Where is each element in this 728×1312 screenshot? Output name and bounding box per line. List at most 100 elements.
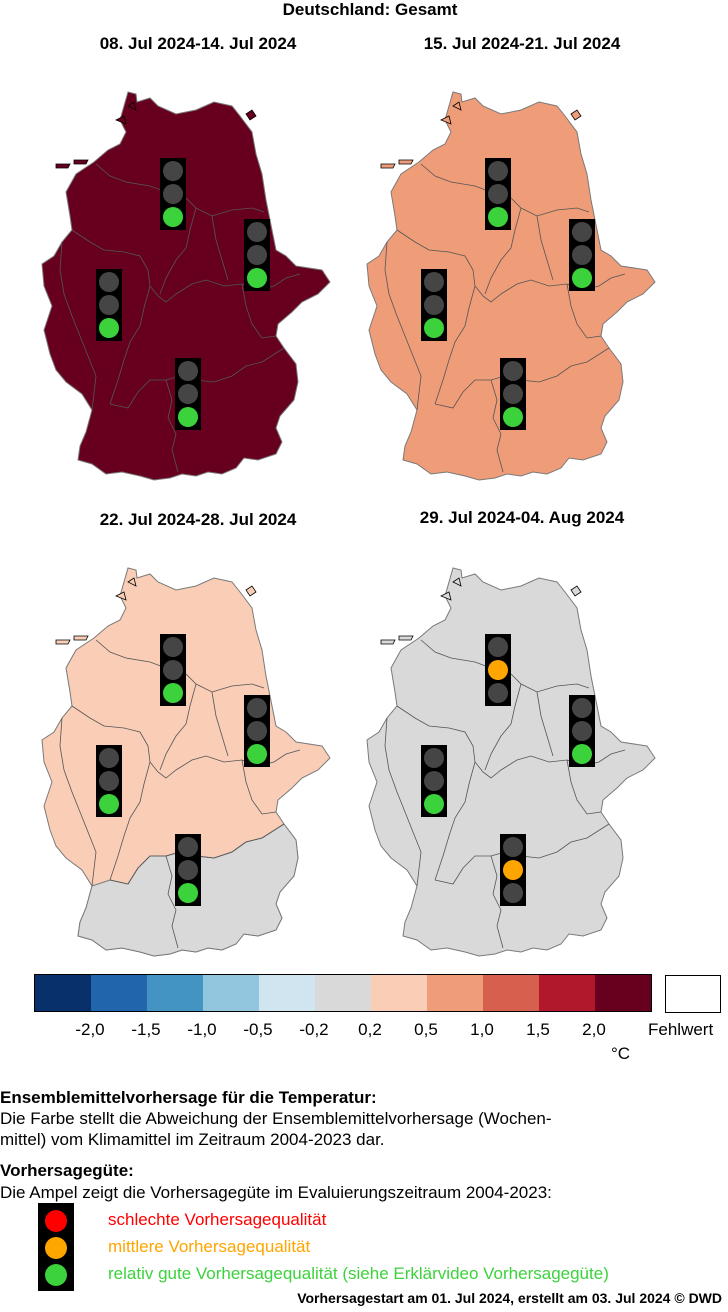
map-germany-panel-4 (366, 567, 656, 957)
traffic-light-icon (175, 358, 201, 430)
traffic-light-icon (244, 695, 270, 767)
legend-red-light-icon (45, 1210, 67, 1232)
colorbar-tick: 0,2 (358, 1020, 382, 1039)
traffic-light-icon (569, 219, 595, 291)
traffic-light-lamp (424, 295, 444, 315)
region-border (490, 379, 504, 473)
island (570, 109, 582, 121)
colorbar-tick: -0,5 (243, 1020, 273, 1039)
traffic-light-lamp (503, 407, 523, 427)
island (115, 115, 127, 125)
traffic-light-lamp (163, 660, 183, 680)
traffic-light-icon (485, 158, 511, 230)
traffic-light-lamp (247, 744, 267, 764)
colorbar-tick: 1,0 (470, 1020, 494, 1039)
traffic-light-lamp (503, 384, 523, 404)
traffic-light-icon (160, 634, 186, 706)
colorbar-cell (539, 975, 595, 1011)
traffic-light-icon (421, 269, 447, 341)
colorbar-tick: 1,5 (526, 1020, 550, 1039)
traffic-light-lamp (99, 295, 119, 315)
island (55, 163, 71, 169)
traffic-light-lamp (178, 883, 198, 903)
traffic-light-lamp (247, 222, 267, 242)
island (245, 109, 257, 121)
region-border (109, 285, 151, 405)
traffic-light-lamp (488, 683, 508, 703)
traffic-light-lamp (503, 860, 523, 880)
region-border (566, 759, 602, 815)
region-border (59, 717, 97, 887)
traffic-light-lamp (99, 771, 119, 791)
traffic-light-lamp (163, 637, 183, 657)
heading-ensemble: Ensemblemittelvorhersage für die Tempera… (0, 1088, 377, 1107)
traffic-light-lamp (503, 361, 523, 381)
traffic-light-lamp (178, 860, 198, 880)
island (398, 159, 414, 165)
traffic-light-lamp (247, 245, 267, 265)
panel-title-3: 22. Jul 2024-28. Jul 2024 (99, 510, 297, 529)
colorbar-cell (259, 975, 315, 1011)
traffic-light-lamp (178, 361, 198, 381)
region-border (165, 855, 179, 949)
region-border (566, 283, 602, 339)
traffic-light-lamp (572, 698, 592, 718)
island (115, 591, 127, 601)
colorbar-cell (315, 975, 371, 1011)
panel-title-1: 08. Jul 2024-14. Jul 2024 (99, 34, 297, 53)
island (440, 591, 452, 601)
colorbar-unit: °C (611, 1044, 631, 1063)
island (398, 635, 414, 641)
region-border (159, 207, 197, 295)
traffic-light-lamp (424, 272, 444, 292)
traffic-light-lamp (572, 268, 592, 288)
colorbar-cell (483, 975, 539, 1011)
traffic-light-lamp (488, 161, 508, 181)
colorbar-tick: -2,0 (75, 1020, 105, 1039)
island (55, 639, 71, 645)
region-border (109, 761, 151, 881)
traffic-light-lamp (163, 207, 183, 227)
region-border (211, 691, 229, 757)
traffic-light-icon (96, 269, 122, 341)
island (380, 163, 396, 169)
traffic-light-lamp (178, 384, 198, 404)
traffic-light-lamp (424, 748, 444, 768)
colorbar-cell (91, 975, 147, 1011)
map-germany-panel-3 (41, 567, 331, 957)
legend-medium-label: mittlere Vorhersagequalität (108, 1237, 311, 1256)
traffic-light-icon (244, 219, 270, 291)
region-border (434, 285, 476, 405)
traffic-light-lamp (572, 721, 592, 741)
colorbar-tick: 2,0 (582, 1020, 606, 1039)
traffic-light-icon (485, 634, 511, 706)
traffic-light-lamp (488, 184, 508, 204)
region-border (434, 761, 476, 881)
traffic-light-lamp (503, 883, 523, 903)
region-border (484, 207, 522, 295)
description-line-3: Die Ampel zeigt die Vorhersagegüte im Ev… (0, 1183, 552, 1202)
traffic-light-lamp (572, 245, 592, 265)
region-border (159, 683, 197, 771)
panel-title-2: 15. Jul 2024-21. Jul 2024 (423, 34, 621, 53)
traffic-light-lamp (247, 268, 267, 288)
germany-outline (366, 91, 656, 481)
traffic-light-icon (500, 358, 526, 430)
colorbar-cell (147, 975, 203, 1011)
region-border (59, 241, 97, 411)
colorbar-tick: 0,5 (414, 1020, 438, 1039)
traffic-light-lamp (99, 318, 119, 338)
island (380, 639, 396, 645)
colorbar (34, 974, 652, 1012)
footer: Vorhersagestart am 01. Jul 2024, erstell… (297, 1290, 722, 1306)
traffic-light-lamp (247, 698, 267, 718)
island (452, 577, 462, 587)
region-border (536, 691, 554, 757)
traffic-light-icon (569, 695, 595, 767)
traffic-light-lamp (99, 748, 119, 768)
traffic-light-lamp (572, 222, 592, 242)
panel-title-4: 29. Jul 2024-04. Aug 2024 (419, 508, 625, 527)
region-border (490, 855, 504, 949)
island (452, 101, 462, 111)
traffic-light-icon (500, 834, 526, 906)
